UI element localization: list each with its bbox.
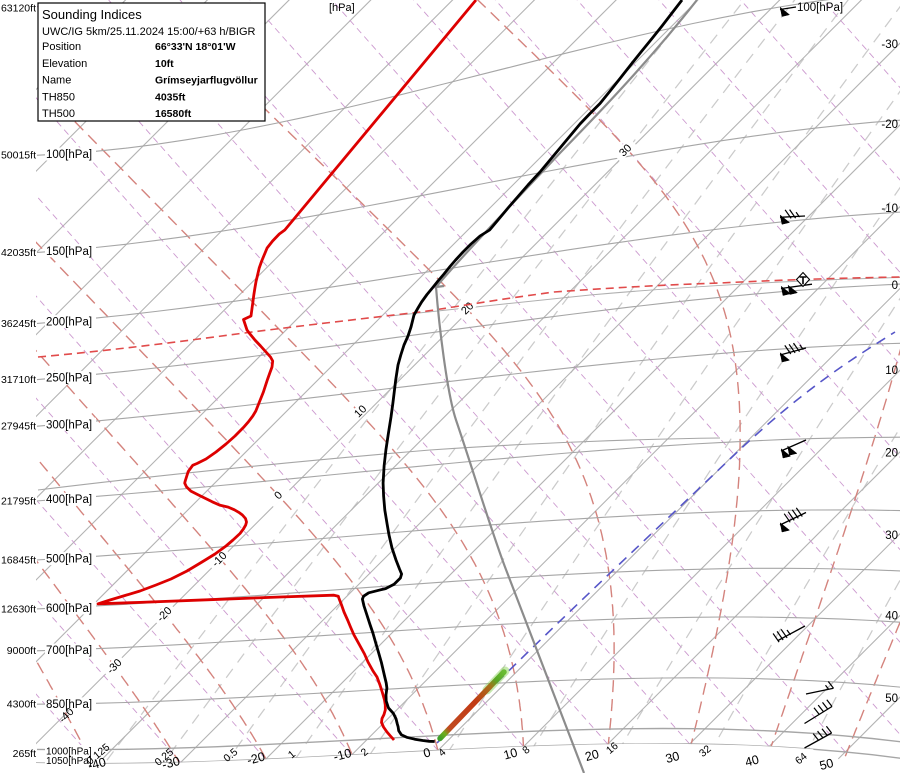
svg-text:Position: Position [42, 41, 81, 53]
svg-text:-20: -20 [881, 119, 898, 131]
svg-text:20: 20 [885, 448, 898, 460]
svg-text:21795ft: 21795ft [1, 495, 36, 507]
svg-text:300[hPa]: 300[hPa] [46, 419, 92, 431]
svg-text:30: 30 [885, 530, 898, 542]
svg-text:265ft: 265ft [13, 748, 36, 760]
svg-text:50: 50 [885, 693, 898, 705]
svg-text:-10: -10 [881, 203, 898, 215]
svg-text:TH500: TH500 [42, 108, 75, 120]
svg-text:Elevation: Elevation [42, 58, 87, 70]
svg-text:0: 0 [892, 280, 898, 292]
svg-text:100[hPa]: 100[hPa] [797, 2, 843, 14]
svg-text:31710ft: 31710ft [1, 374, 36, 386]
svg-text:4035ft: 4035ft [155, 91, 186, 103]
svg-text:500[hPa]: 500[hPa] [46, 554, 92, 566]
svg-text:400[hPa]: 400[hPa] [46, 494, 92, 506]
svg-text:600[hPa]: 600[hPa] [46, 603, 92, 615]
svg-text:63120ft: 63120ft [1, 3, 36, 15]
svg-text:-30: -30 [881, 39, 898, 51]
svg-text:10: 10 [885, 365, 898, 377]
svg-text:10ft: 10ft [155, 58, 174, 70]
svg-text:UWC/IG 5km/25.11.2024 15:00/+6: UWC/IG 5km/25.11.2024 15:00/+63 h/BIGR [42, 26, 256, 38]
svg-text:16580ft: 16580ft [155, 108, 192, 120]
svg-text:9000ft: 9000ft [7, 645, 36, 657]
svg-text:Sounding Indices: Sounding Indices [42, 7, 142, 22]
svg-text:66°33'N 18°01'W: 66°33'N 18°01'W [155, 41, 236, 53]
svg-text:4300ft: 4300ft [7, 699, 36, 711]
svg-text:27945ft: 27945ft [1, 421, 36, 433]
svg-text:250[hPa]: 250[hPa] [46, 373, 92, 385]
svg-text:16845ft: 16845ft [1, 554, 36, 566]
svg-text:42035ft: 42035ft [1, 247, 36, 259]
svg-text:Name: Name [42, 75, 71, 87]
svg-text:[hPa]: [hPa] [329, 2, 355, 14]
svg-text:TH850: TH850 [42, 91, 75, 103]
svg-text:Grímseyjarflugvöllur: Grímseyjarflugvöllur [155, 75, 258, 87]
svg-text:40: 40 [885, 610, 898, 622]
svg-text:700[hPa]: 700[hPa] [46, 645, 92, 657]
svg-text:150[hPa]: 150[hPa] [46, 246, 92, 258]
svg-text:100[hPa]: 100[hPa] [46, 149, 92, 161]
svg-text:36245ft: 36245ft [1, 318, 36, 330]
svg-text:50015ft: 50015ft [1, 150, 36, 162]
svg-text:200[hPa]: 200[hPa] [46, 317, 92, 329]
svg-text:12630ft: 12630ft [1, 603, 36, 615]
